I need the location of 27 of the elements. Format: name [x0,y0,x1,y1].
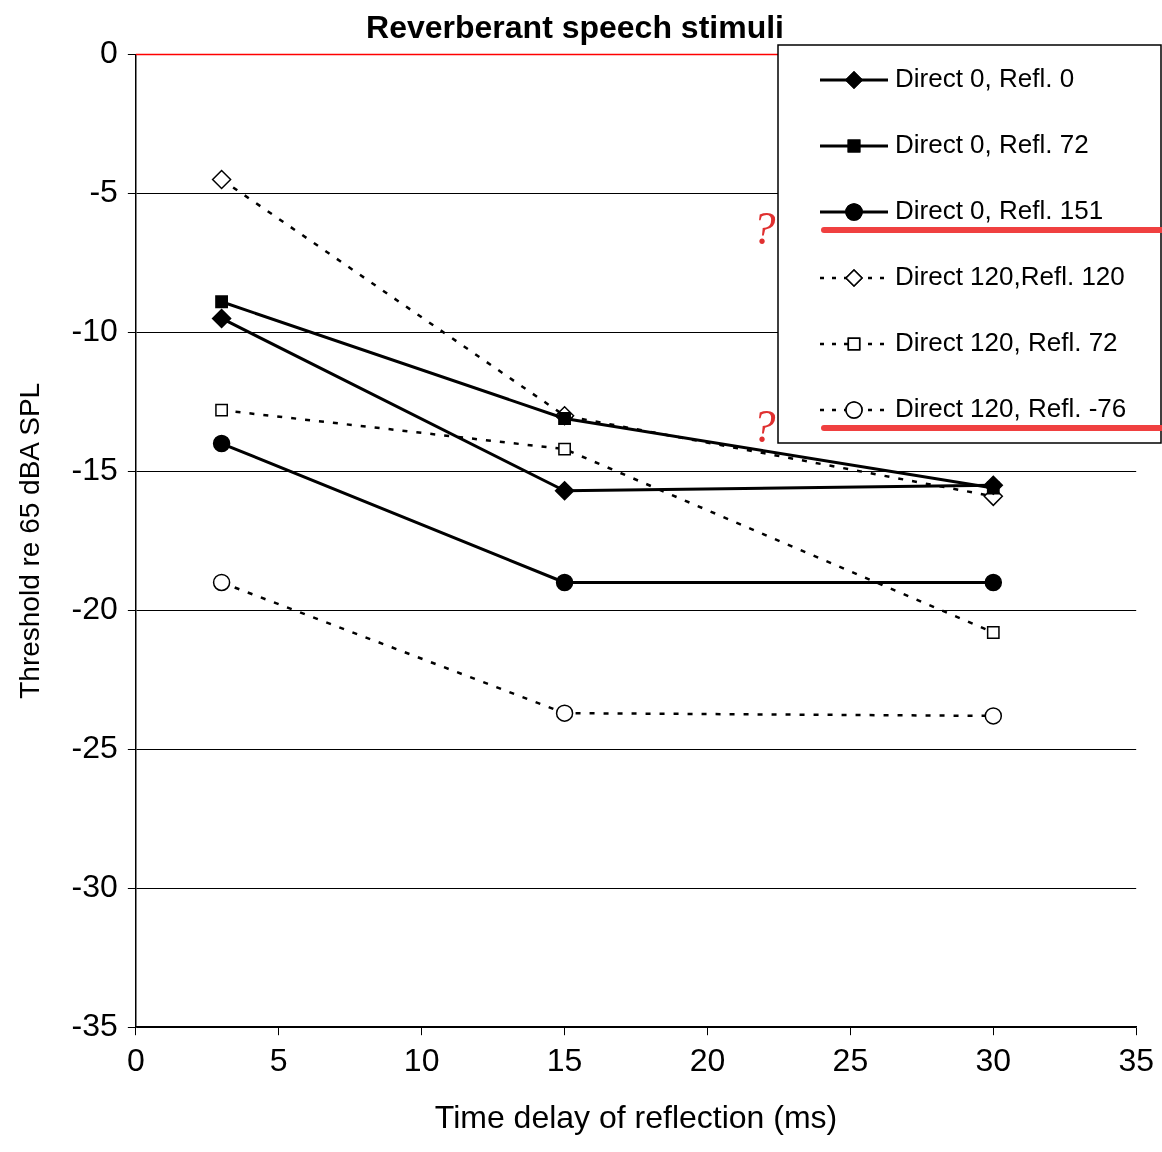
annotation: ? [752,203,776,255]
x-tick-label: 20 [689,1042,726,1079]
chart-title: Reverberant speech stimuli [366,9,784,46]
y-tick-label: -25 [71,729,118,766]
legend-label: Direct 120, Refl. 72 [895,327,1118,358]
x-tick-label: 10 [403,1042,440,1079]
legend-label: Direct 0, Refl. 0 [895,63,1075,94]
x-tick-label: 15 [546,1042,583,1079]
legend-label: Direct 0, Refl. 72 [895,129,1089,160]
legend-label: Direct 120, Refl. -76 [895,393,1127,424]
y-tick-label: -20 [71,590,118,627]
x-tick-label: 5 [269,1042,288,1079]
y-tick-label: -10 [71,312,118,349]
annotation: ? [752,401,776,453]
legend-label: Direct 0, Refl. 151 [895,195,1104,226]
x-axis-title: Time delay of reflection (ms) [434,1098,838,1135]
legend-label: Direct 120,Refl. 120 [895,261,1125,292]
y-tick-label: -30 [71,868,118,905]
y-tick-label: 0 [100,34,118,71]
y-tick-label: -35 [71,1007,118,1044]
x-tick-label: 30 [975,1042,1012,1079]
x-tick-label: 0 [126,1042,145,1079]
y-tick-label: -5 [89,173,118,210]
x-tick-label: 25 [832,1042,869,1079]
y-axis-title: Threshold re 65 dBA SPL [13,382,45,699]
x-tick-label: 35 [1118,1042,1154,1079]
y-tick-label: -15 [71,451,118,488]
